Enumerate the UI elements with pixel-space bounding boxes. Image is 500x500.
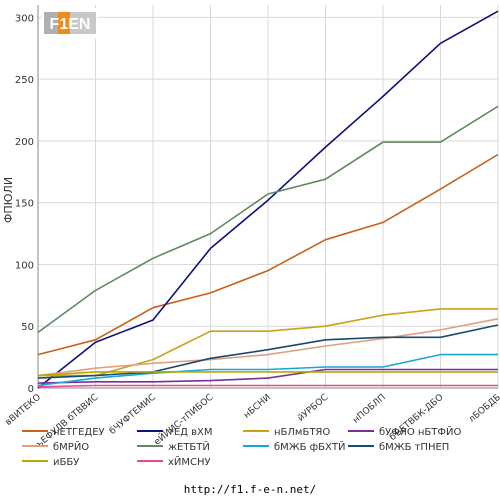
series-line [38, 308, 498, 377]
series-line [37, 153, 499, 356]
series-line [37, 10, 499, 389]
legend-label: бМЖБ тПНЕП [379, 442, 449, 453]
footer-url[interactable]: http://f1.f-e-n.net/ [183, 483, 317, 496]
logo-text: F1EN [50, 16, 91, 33]
x-tick-label: нПОБЛП [351, 393, 388, 426]
legend-label: хЙМСНУ [168, 455, 211, 468]
legend-label: иББУ [53, 457, 79, 468]
x-tick-label: еЙИИС-тПИБОС [151, 391, 215, 447]
legend-label: тЕД вХМ [168, 427, 213, 438]
series-line [37, 105, 499, 334]
legend-label: нЕТГЕДЕУ [53, 427, 105, 438]
y-tick-label: 0 [28, 384, 34, 395]
x-tick-label: вВИТЕКО [4, 393, 43, 428]
series-line [37, 371, 498, 377]
y-tick-label: 300 [15, 13, 34, 24]
y-tick-label: 150 [15, 199, 34, 210]
series-line [37, 324, 499, 379]
y-tick-label: 100 [15, 260, 34, 271]
series-line [37, 353, 498, 387]
y-axis-title: ФПЮЛИ [2, 177, 15, 223]
legend-label: нБЛмБТЯО [274, 427, 330, 438]
series-line [37, 368, 498, 384]
legend-label: бУФЯО нБТФЙО [379, 425, 461, 438]
x-tick-label: йУРБОС [296, 393, 330, 424]
f1en-logo: F1EN [42, 8, 98, 38]
legend-label: бМРЙО [53, 440, 89, 453]
legend-label: жЕТБТЙ [168, 440, 210, 453]
y-tick-label: 250 [15, 75, 34, 86]
x-tick-label: лБОБДБ [467, 393, 500, 425]
series-line [37, 384, 498, 388]
legend-label: бМЖБ фБХТЙ [274, 440, 345, 453]
x-tick-label: нБСНИ [242, 393, 273, 421]
series-line [37, 318, 499, 377]
y-tick-label: 50 [21, 322, 34, 333]
y-tick-label: 200 [15, 137, 34, 148]
